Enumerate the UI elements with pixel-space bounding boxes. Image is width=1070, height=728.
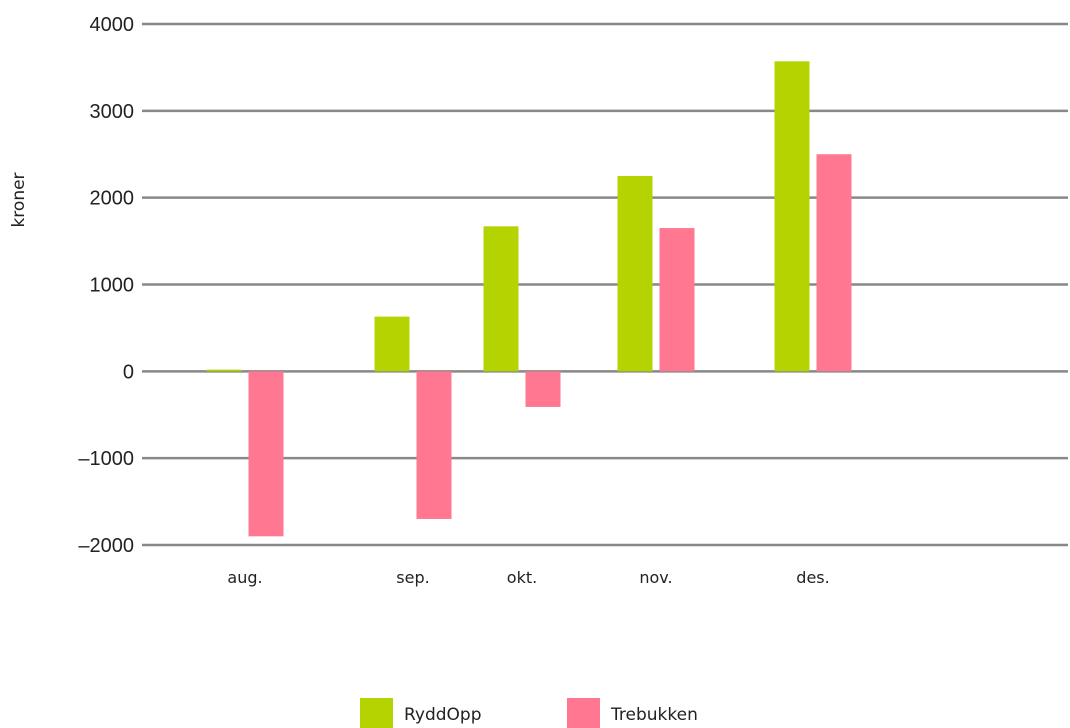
bar-ryddopp-des <box>774 61 810 372</box>
gridlines <box>142 22 1068 547</box>
y-tick-label: 2000 <box>90 188 135 210</box>
legend-label-trebukken: Trebukken <box>610 705 698 725</box>
legend: RyddOpp Trebukken <box>360 698 698 728</box>
x-category-label: des. <box>796 568 829 587</box>
y-tick-label: 0 <box>123 361 134 383</box>
x-axis-category-labels: aug. sep. okt. nov. des. <box>227 568 829 587</box>
bars <box>206 61 852 537</box>
bar-ryddopp-okt <box>483 226 519 372</box>
y-tick-label: 4000 <box>90 14 135 36</box>
x-category-label: sep. <box>396 568 429 587</box>
y-tick-label: –1000 <box>78 448 134 470</box>
legend-swatch-ryddopp <box>360 698 393 728</box>
bar-trebukken-okt <box>525 371 561 407</box>
y-tick-label: 1000 <box>90 275 135 297</box>
bar-ryddopp-nov <box>617 175 653 372</box>
bar-ryddopp-sep <box>374 316 410 372</box>
y-tick-label: –2000 <box>78 535 134 557</box>
x-category-label: nov. <box>639 568 672 587</box>
bar-trebukken-aug <box>248 371 284 537</box>
bar-trebukken-sep <box>416 371 452 519</box>
legend-label-ryddopp: RyddOpp <box>404 705 482 725</box>
y-tick-label: 3000 <box>90 101 135 123</box>
x-category-label: okt. <box>507 568 537 587</box>
bar-trebukken-nov <box>659 228 695 372</box>
y-axis-tick-labels: 4000 3000 2000 1000 0 –1000 –2000 <box>78 14 134 557</box>
legend-swatch-trebukken <box>567 698 600 728</box>
x-category-label: aug. <box>227 568 262 587</box>
bar-trebukken-des <box>816 154 852 372</box>
y-axis-title: kroner <box>9 172 29 227</box>
bar-ryddopp-aug <box>206 369 242 372</box>
